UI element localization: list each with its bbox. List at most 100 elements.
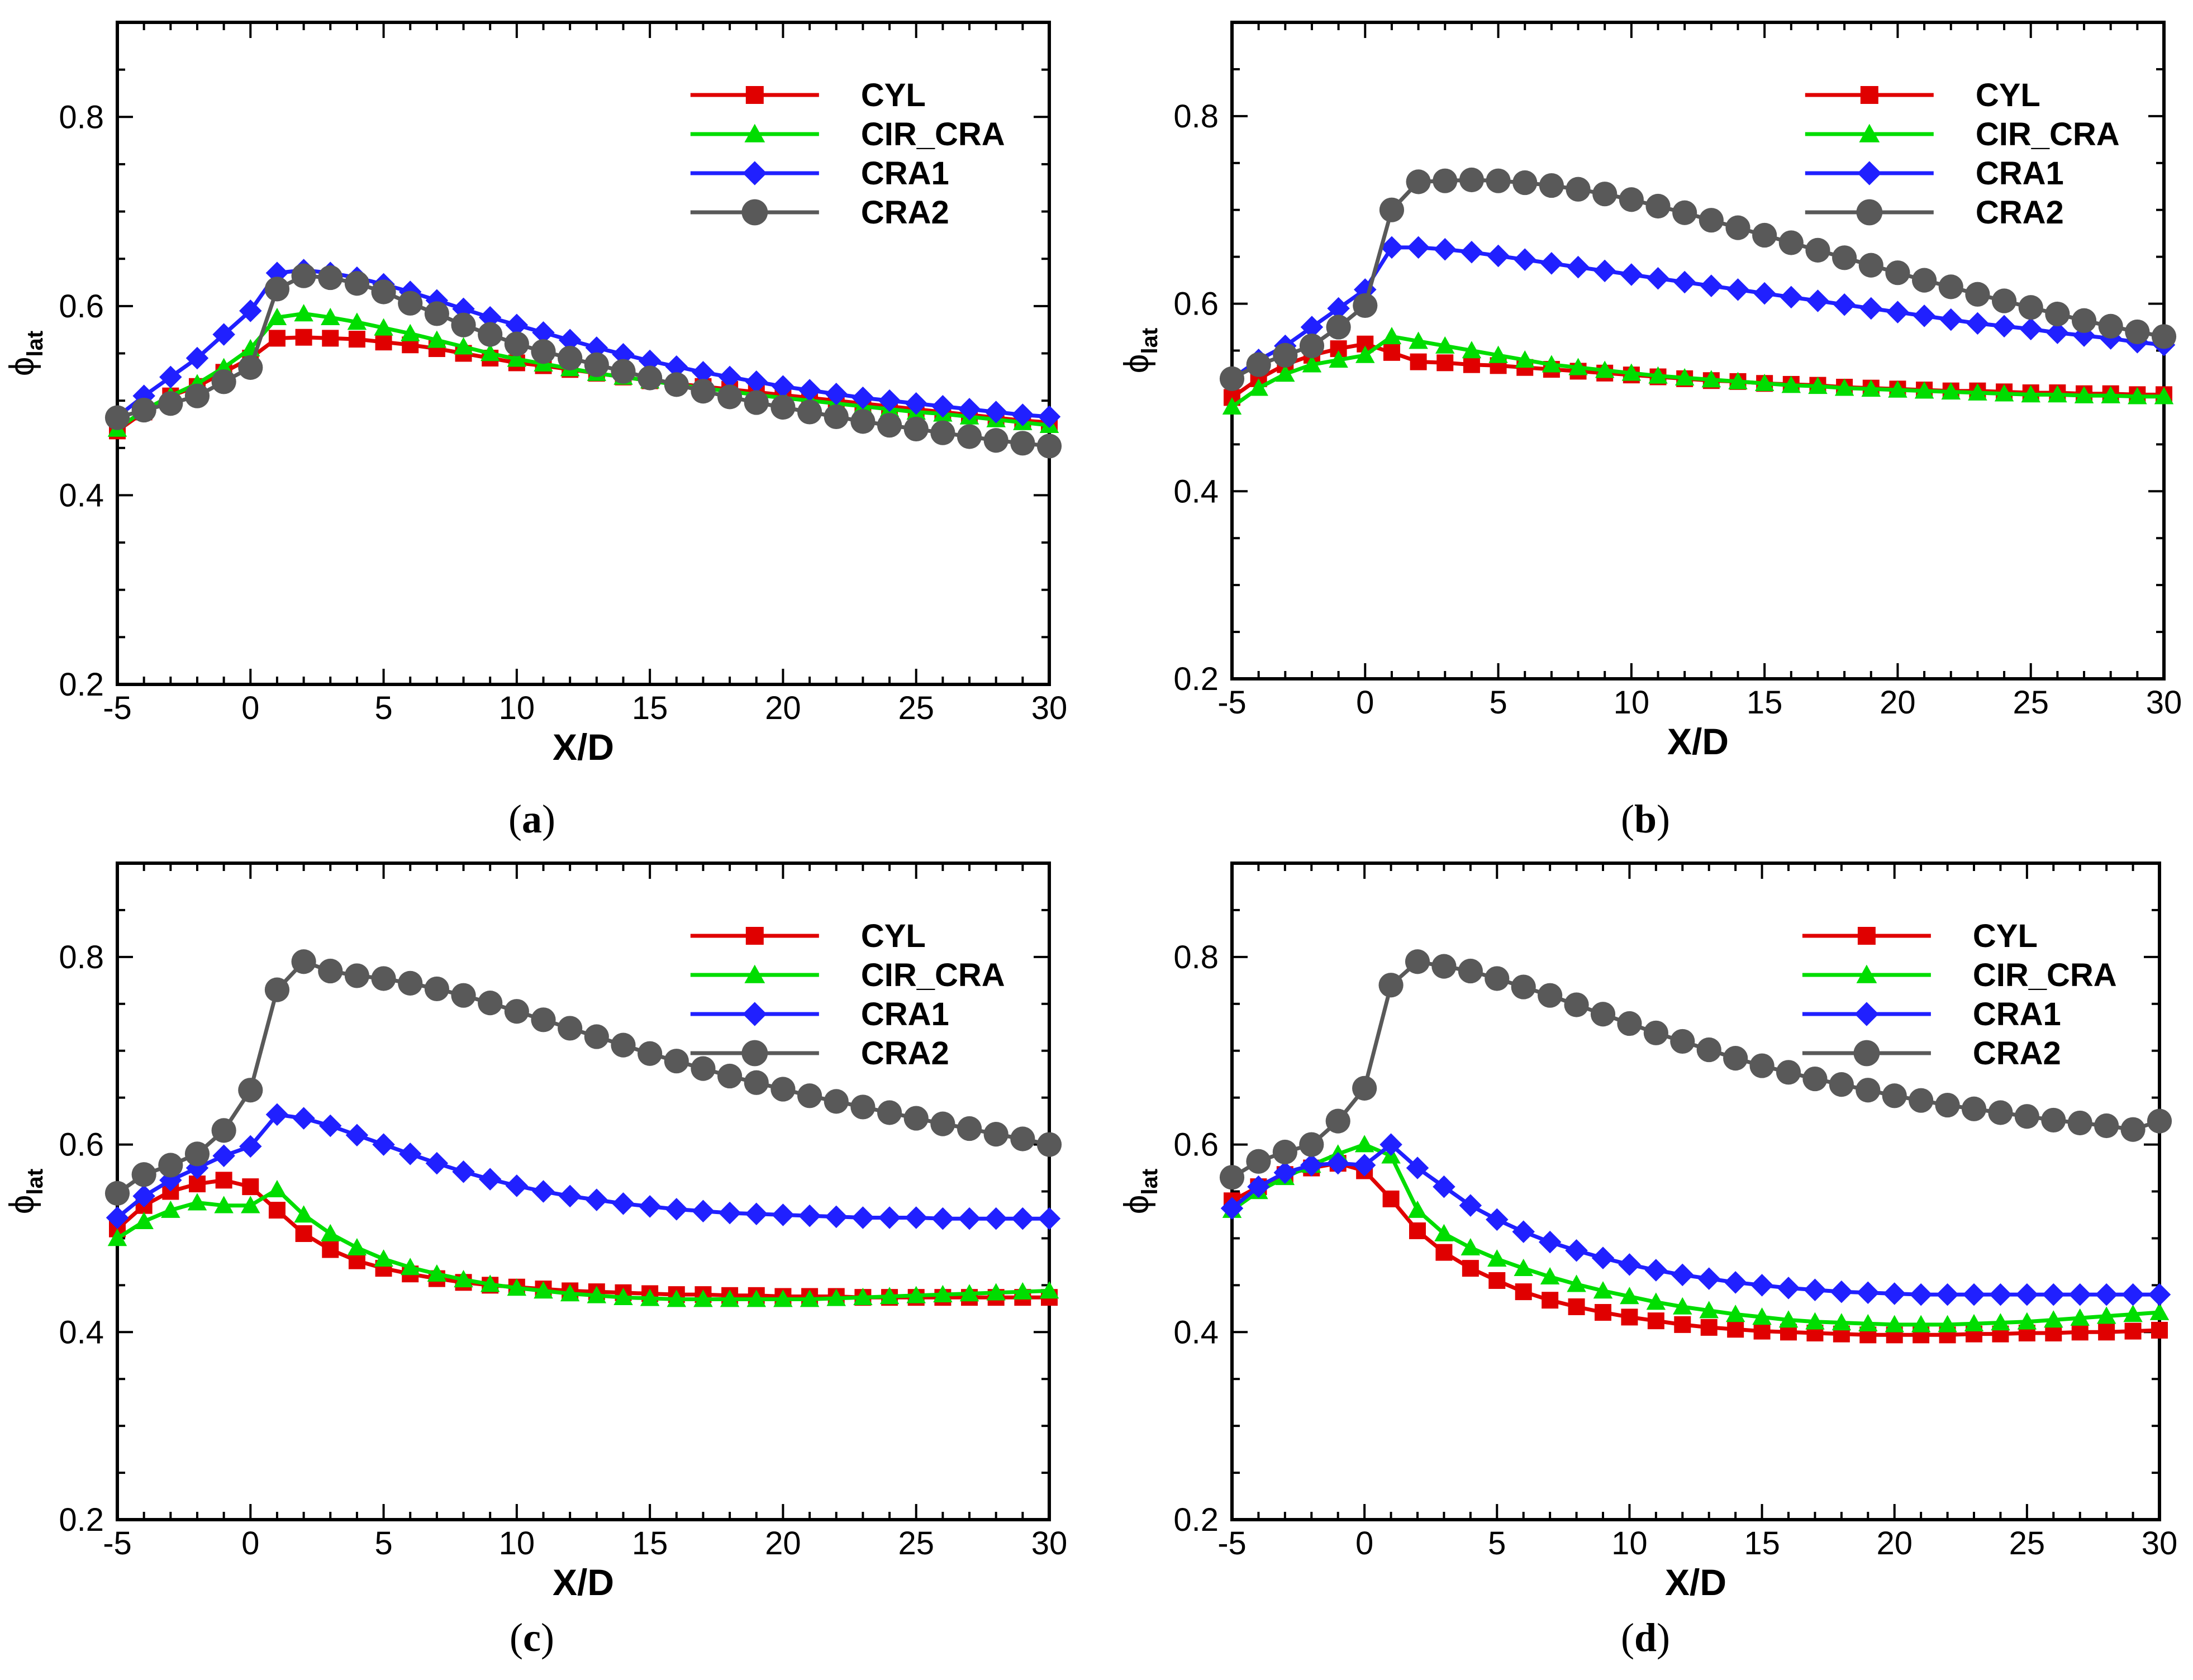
triangle-marker <box>187 1193 207 1211</box>
triangle-marker <box>1701 370 1721 388</box>
series-cra2 <box>104 949 1062 1206</box>
diamond-marker <box>825 383 848 406</box>
triangle-marker <box>1728 372 1748 389</box>
circle-marker <box>983 428 1009 453</box>
circle-marker <box>1749 1053 1775 1078</box>
diamond-marker <box>1353 1154 1376 1177</box>
diamond-marker <box>1273 1161 1297 1184</box>
series-cra2 <box>1219 949 2172 1190</box>
diamond-marker <box>2019 317 2042 341</box>
circle-marker <box>1378 973 1404 998</box>
y-tick-label: 0.4 <box>1173 1314 1219 1350</box>
diamond-marker <box>532 1180 555 1203</box>
y-axis-symbol: ϕ <box>3 356 41 376</box>
triangle-marker <box>214 1196 234 1213</box>
diamond-marker <box>1011 403 1034 426</box>
y-axis-subscript: lat <box>1138 328 1162 354</box>
diamond-marker <box>532 321 555 344</box>
diamond-marker <box>1567 255 1590 279</box>
diamond-marker <box>558 329 582 352</box>
diamond-marker <box>2148 1283 2171 1306</box>
square-marker <box>1674 1316 1691 1333</box>
triangle-marker <box>1994 384 2014 402</box>
x-axis-title: X/D <box>553 1562 614 1603</box>
circle-marker <box>664 372 689 397</box>
circle-marker <box>1010 431 1035 456</box>
diamond-marker <box>1591 1246 1615 1269</box>
circle-marker <box>1832 245 1857 270</box>
x-tick-label: 10 <box>499 690 535 726</box>
circle-marker <box>1433 168 1458 193</box>
x-tick-label: 25 <box>898 1525 934 1562</box>
y-tick-label: 0.6 <box>59 288 104 325</box>
triangle-marker <box>1222 397 1242 415</box>
square-marker <box>1409 1222 1426 1239</box>
triangle-marker <box>374 1249 393 1267</box>
diamond-marker <box>319 1114 342 1138</box>
circle-marker <box>717 384 743 410</box>
triangle-marker <box>1620 1287 1639 1305</box>
circle-marker <box>1512 170 1538 196</box>
diamond-marker <box>185 346 209 370</box>
x-tick-label: 0 <box>1356 684 1374 721</box>
square-marker <box>1568 1298 1585 1315</box>
diamond-marker <box>772 375 795 398</box>
circle-marker <box>1538 983 1563 1008</box>
y-tick-label: 0.8 <box>59 99 104 135</box>
circle-marker <box>238 1078 263 1103</box>
triangle-marker <box>746 1289 767 1307</box>
circle-marker <box>2094 1113 2119 1139</box>
diamond-marker <box>1700 274 1723 297</box>
x-tick-label: 20 <box>1876 1525 1913 1562</box>
series-cra1 <box>1220 236 2176 391</box>
diamond-marker <box>478 306 502 329</box>
diamond-marker <box>1459 1194 1482 1217</box>
circle-marker <box>1219 1165 1245 1190</box>
square-marker <box>268 1202 286 1219</box>
circle-marker <box>1406 169 1431 194</box>
legend-item-cra1: CRA1 <box>1802 996 2061 1032</box>
y-tick-label: 0.2 <box>1173 661 1219 697</box>
triangle-marker <box>1859 123 1880 142</box>
circle-marker <box>1856 1078 1881 1103</box>
circle-marker <box>1882 1083 1907 1108</box>
square-marker <box>348 331 365 348</box>
y-tick-label: 0.4 <box>1173 473 1219 510</box>
x-tick-label: -5 <box>103 690 132 726</box>
triangle-marker <box>321 1224 340 1241</box>
circle-marker <box>478 991 503 1016</box>
legend-item-cyl: CYL <box>690 918 926 954</box>
circle-marker <box>664 1049 689 1074</box>
diamond-marker <box>585 336 608 359</box>
circle-marker <box>1802 1066 1828 1092</box>
caption-part: ) <box>1657 797 1670 841</box>
circle-marker <box>1431 954 1457 979</box>
diamond-marker <box>1992 315 2016 338</box>
legend-label: CIR_CRA <box>1973 957 2117 993</box>
circle-marker <box>1564 992 1589 1017</box>
panel-caption: (a) <box>508 797 555 841</box>
circle-marker <box>158 1153 183 1178</box>
triangle-marker <box>1861 379 1881 397</box>
circle-marker <box>1272 1139 1297 1165</box>
square-marker <box>1595 1304 1611 1321</box>
diamond-marker <box>665 355 688 378</box>
diamond-marker <box>825 1205 848 1229</box>
circle-marker <box>1778 230 1804 255</box>
circle-marker <box>531 339 556 364</box>
circle-marker <box>398 291 423 316</box>
square-marker <box>1435 1244 1453 1261</box>
x-tick-label: 10 <box>1611 1525 1648 1562</box>
triangle-marker <box>800 1289 820 1307</box>
diamond-marker <box>1857 1281 1880 1305</box>
legend-label: CRA2 <box>1973 1035 2061 1072</box>
circle-marker <box>371 279 396 304</box>
triangle-marker <box>480 1274 500 1292</box>
circle-marker <box>983 1122 1009 1147</box>
circle-marker <box>1911 268 1937 293</box>
circle-marker <box>1511 974 1536 1000</box>
y-tick-label: 0.6 <box>1173 1127 1219 1163</box>
triangle-marker <box>294 304 313 322</box>
